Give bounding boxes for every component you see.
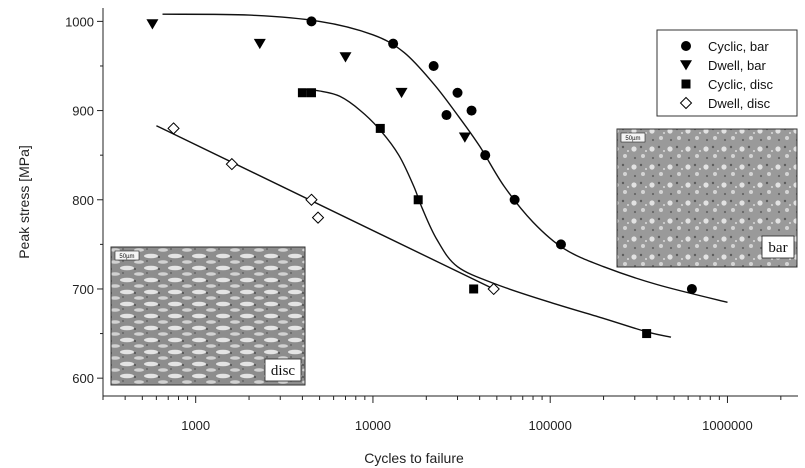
inset-bar-scalebar xyxy=(620,132,646,143)
inset-disc-micrograph: 50µm disc xyxy=(110,246,306,386)
y-tick-label: 900 xyxy=(72,104,94,119)
x-tick-label: 10000 xyxy=(355,418,391,433)
inset-bar-scale-text: 50µm xyxy=(625,136,640,142)
point-dwell-bar xyxy=(339,52,352,63)
fit-curve-dwell-disc xyxy=(156,125,495,290)
point-cyclic-bar xyxy=(452,87,463,98)
x-ticks: 1000 10000 100000 1000000 xyxy=(102,396,782,433)
inset-bar-label: bar xyxy=(768,240,787,256)
legend-label-dwell-bar: Dwell, bar xyxy=(708,58,766,73)
point-cyclic-bar xyxy=(441,110,452,121)
point-cyclic-bar xyxy=(388,38,399,49)
y-tick-label: 700 xyxy=(72,282,94,297)
point-dwell-bar xyxy=(458,132,471,143)
point-dwell-bar xyxy=(146,19,159,30)
legend-marker-cyclic-disc xyxy=(681,79,691,89)
legend-marker-cyclic-bar xyxy=(681,41,691,51)
point-dwell-disc xyxy=(305,193,318,206)
inset-bar-label-box xyxy=(761,235,795,259)
point-dwell-disc xyxy=(167,122,180,135)
point-cyclic-bar xyxy=(428,60,439,71)
inset-disc-scalebar xyxy=(114,250,140,261)
point-dwell-bar xyxy=(395,87,408,99)
point-dwell-disc xyxy=(311,211,325,224)
point-cyclic-disc xyxy=(469,284,479,294)
legend-box xyxy=(656,29,798,117)
x-tick-label: 100000 xyxy=(529,418,572,433)
y-axis-title: Peak stress [MPa] xyxy=(16,145,32,259)
point-cyclic-disc xyxy=(413,195,423,205)
y-tick-label: 800 xyxy=(72,193,94,208)
inset-disc-label-box xyxy=(264,358,302,382)
fit-curve-cyclic-disc xyxy=(302,88,672,338)
x-axis-title: Cycles to failure xyxy=(364,450,464,466)
x-tick-label: 1000 xyxy=(181,418,210,433)
point-cyclic-disc xyxy=(375,123,385,133)
legend-marker-dwell-bar xyxy=(680,60,692,71)
point-cyclic-bar xyxy=(555,239,566,250)
point-cyclic-disc xyxy=(297,88,307,98)
legend-marker-dwell-disc xyxy=(679,96,693,110)
point-dwell-disc xyxy=(225,157,239,171)
data-markers xyxy=(146,16,697,339)
point-cyclic-bar xyxy=(480,150,491,161)
legend-label-dwell-disc: Dwell, disc xyxy=(708,96,771,111)
point-dwell-bar xyxy=(253,38,266,50)
fit-curves xyxy=(156,13,728,338)
point-cyclic-bar xyxy=(686,283,697,294)
legend-label-cyclic-bar: Cyclic, bar xyxy=(708,39,769,54)
y-tick-label: 1000 xyxy=(65,14,94,29)
y-tick-label: 600 xyxy=(72,371,94,386)
fit-curve-bar xyxy=(162,13,728,303)
inset-disc-scale-text: 50µm xyxy=(119,254,134,260)
inset-disc-label: disc xyxy=(271,363,296,379)
point-cyclic-bar xyxy=(509,194,520,205)
inset-bar-micrograph: 50µm bar xyxy=(616,128,798,268)
point-cyclic-disc xyxy=(642,329,652,339)
point-cyclic-bar xyxy=(466,105,477,116)
point-cyclic-disc xyxy=(306,88,316,98)
legend: Cyclic, bar Dwell, bar Cyclic, disc Dwell, … xyxy=(656,29,798,117)
point-dwell-disc xyxy=(487,282,500,296)
y-ticks: 600 700 800 900 1000 xyxy=(65,14,103,386)
legend-label-cyclic-disc: Cyclic, disc xyxy=(708,77,774,92)
x-tick-label: 1000000 xyxy=(702,418,753,433)
point-cyclic-bar xyxy=(306,16,317,27)
